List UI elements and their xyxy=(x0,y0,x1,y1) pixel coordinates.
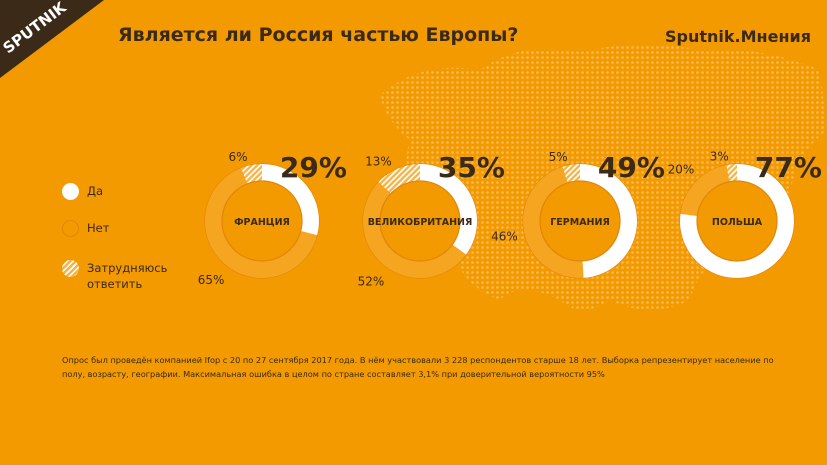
value-no-1: 52% xyxy=(358,274,385,288)
legend-no-label: Нет xyxy=(87,221,110,235)
value-no-0: 65% xyxy=(198,273,225,287)
value-hard-1: 13% xyxy=(365,154,392,168)
country-label-3: ПОЛЬША xyxy=(712,217,763,228)
slice-yes-3 xyxy=(680,164,794,278)
donut-hole-3 xyxy=(696,180,778,262)
legend-hard-swatch xyxy=(62,260,79,277)
value-hard-3: 3% xyxy=(710,149,729,163)
slice-hard-3 xyxy=(726,163,738,187)
value-yes-0: 29% xyxy=(280,151,347,184)
sputnik-logo: SPUTNIK xyxy=(0,0,104,78)
donut-hole-2 xyxy=(539,180,621,262)
donut-hole-0 xyxy=(221,180,303,262)
slice-no-3 xyxy=(680,165,732,218)
value-no-3: 20% xyxy=(668,162,695,176)
legend-no: Нет xyxy=(62,220,197,237)
value-yes-2: 49% xyxy=(598,151,665,184)
slice-hard-1 xyxy=(378,164,421,198)
country-label-1: ВЕЛИКОБРИТАНИЯ xyxy=(368,217,473,228)
legend-hard-label: Затрудняюсь ответить xyxy=(87,261,168,291)
donut-hole-1 xyxy=(379,180,461,262)
slice-yes-2 xyxy=(579,164,637,278)
slice-hard-2 xyxy=(562,164,581,188)
value-hard-0: 6% xyxy=(229,150,248,164)
slice-no-1 xyxy=(363,181,467,279)
value-no-2: 46% xyxy=(491,229,518,243)
value-hard-2: 5% xyxy=(549,150,568,164)
slice-no-0 xyxy=(205,168,318,278)
legend-yes-swatch xyxy=(62,183,79,200)
slice-yes-0 xyxy=(261,164,319,236)
slice-no-2 xyxy=(523,166,584,278)
legend-yes: Да xyxy=(62,183,197,200)
brand-name: Sputnik.Мнения xyxy=(665,27,811,46)
legend-no-swatch xyxy=(62,220,79,237)
page-title: Является ли Россия частью Европы? xyxy=(118,24,519,46)
slice-hard-0 xyxy=(241,164,263,189)
legend-hard: Затрудняюсь ответить xyxy=(62,260,197,292)
slice-yes-1 xyxy=(419,164,477,255)
country-label-0: ФРАНЦИЯ xyxy=(234,217,290,228)
value-yes-1: 35% xyxy=(438,151,505,184)
legend-yes-label: Да xyxy=(87,184,104,198)
country-label-2: ГЕРМАНИЯ xyxy=(550,217,610,228)
footnote: Опрос был проведён компанией Ifop с 20 п… xyxy=(62,355,774,379)
value-yes-3: 77% xyxy=(755,151,822,184)
